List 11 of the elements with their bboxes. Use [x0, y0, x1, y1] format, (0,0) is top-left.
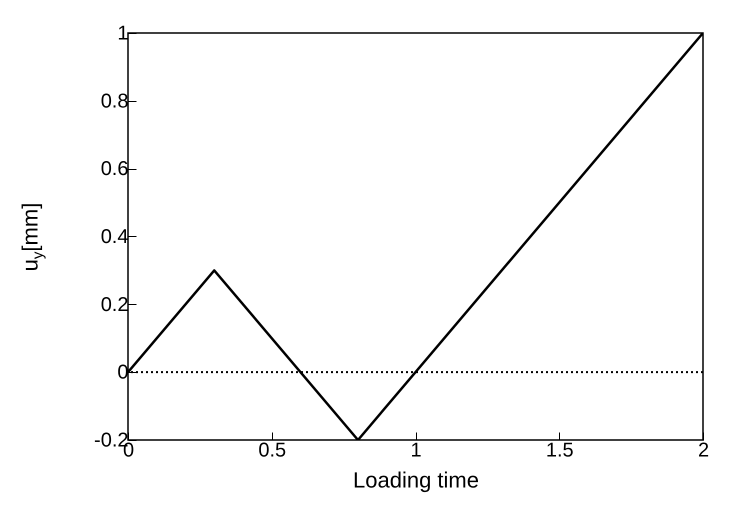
y-tick-label: 0: [117, 362, 128, 384]
y-tick-label: 0.8: [100, 90, 128, 112]
x-tick-label: 2: [698, 440, 710, 462]
x-axis-title: Loading time: [353, 468, 479, 492]
y-tick-label: 0.4: [100, 226, 128, 248]
y-tick-label: 1: [117, 22, 128, 44]
x-tick-label: 0.5: [258, 440, 286, 462]
x-tick-label: 1.5: [546, 440, 574, 462]
y-tick-label: 0.2: [100, 294, 128, 316]
x-tick-label: 1: [410, 440, 422, 462]
y-tick-label: 0.6: [100, 158, 128, 180]
